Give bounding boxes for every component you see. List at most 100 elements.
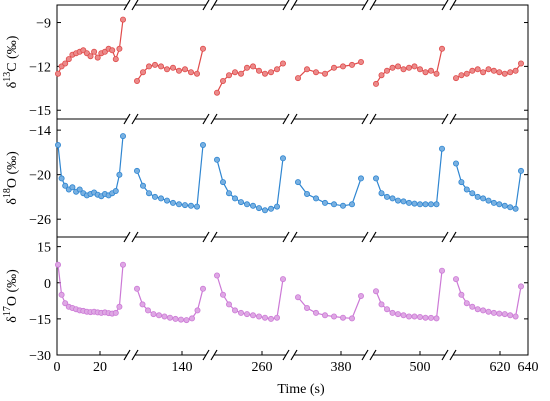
axis-break-mark [449, 349, 457, 361]
axis-break-mark [361, 0, 369, 11]
data-point [411, 313, 418, 320]
data-point [438, 145, 445, 152]
data-point [133, 285, 140, 292]
data-point [507, 312, 514, 319]
data-point [378, 190, 385, 197]
data-point [433, 315, 440, 322]
data-point [150, 311, 157, 318]
data-point [255, 67, 262, 74]
data-point [321, 312, 328, 319]
data-point [267, 205, 274, 212]
data-point [116, 303, 123, 310]
data-point [87, 53, 94, 60]
data-point [452, 75, 459, 82]
data-point [312, 195, 319, 202]
data-point [237, 199, 244, 206]
data-point [273, 314, 280, 321]
axis-break-gap [127, 117, 135, 121]
data-point [279, 155, 286, 162]
data-point [213, 156, 220, 163]
data-point [416, 201, 423, 208]
data-point [389, 309, 396, 316]
data-point [193, 70, 200, 77]
data-point [501, 202, 508, 209]
series-segment [372, 145, 445, 208]
data-point [372, 80, 379, 87]
data-point [62, 60, 69, 67]
axis-break-mark [282, 231, 290, 243]
y-tick-label: −14 [29, 124, 51, 139]
data-point [501, 311, 508, 318]
data-point [474, 306, 481, 313]
data-point [474, 66, 481, 73]
data-point [199, 141, 206, 148]
data-point [181, 66, 188, 73]
data-point [490, 199, 497, 206]
axis-break-mark [449, 0, 457, 11]
data-point [438, 45, 445, 52]
axis-break-mark [123, 231, 131, 243]
data-point [422, 201, 429, 208]
data-point [145, 63, 152, 70]
data-point [400, 198, 407, 205]
data-point [112, 187, 119, 194]
axis-break-mark [369, 231, 377, 243]
axis-break-gap [286, 3, 294, 7]
axis-break-mark [210, 349, 218, 361]
series-segment [133, 45, 206, 85]
data-point [76, 186, 83, 193]
data-point [400, 312, 407, 319]
data-point [139, 301, 146, 308]
data-point [151, 61, 158, 68]
series-segment [372, 267, 445, 322]
data-point [389, 195, 396, 202]
data-point [339, 202, 346, 209]
data-point [199, 45, 206, 52]
data-point [372, 175, 379, 182]
data-point [422, 314, 429, 321]
data-point [485, 197, 492, 204]
data-point [416, 313, 423, 320]
data-point [463, 70, 470, 77]
axis-break-gap [445, 117, 453, 121]
series-segment [213, 60, 286, 96]
axis-break-gap [365, 235, 373, 239]
axis-break-mark [202, 113, 210, 125]
data-point [225, 72, 232, 79]
panel-frame [56, 4, 529, 120]
y-tick-label: 0 [44, 277, 51, 292]
data-point [139, 182, 146, 189]
axis-break-mark [202, 349, 210, 361]
data-point [518, 167, 525, 174]
data-point [120, 133, 127, 140]
data-point [273, 66, 280, 73]
data-point [94, 54, 101, 61]
axis-break-mark [282, 113, 290, 125]
data-point [151, 193, 158, 200]
data-point [58, 291, 65, 298]
data-point [490, 309, 497, 316]
data-point [194, 307, 201, 314]
data-point [496, 201, 503, 208]
data-point [463, 186, 470, 193]
panel-d18O: −14 −20 −26 δ18O (‰) [2, 118, 529, 238]
data-point [405, 313, 412, 320]
data-point [383, 306, 390, 313]
series-line [216, 158, 284, 211]
axis-break-gap [206, 117, 214, 121]
data-point [303, 66, 310, 73]
data-point [458, 72, 465, 79]
axis-break-gap [206, 3, 214, 7]
data-point [474, 193, 481, 200]
x-tick-label: 140 [172, 360, 193, 375]
y-tick-label: −30 [29, 349, 51, 364]
data-point [183, 317, 190, 324]
data-point [321, 199, 328, 206]
data-point [279, 60, 286, 67]
data-point [144, 307, 151, 314]
axis-break-mark [449, 231, 457, 243]
axis-break-mark [290, 113, 298, 125]
data-point [169, 64, 176, 71]
data-point [294, 294, 301, 301]
axis-break-mark [131, 349, 139, 361]
